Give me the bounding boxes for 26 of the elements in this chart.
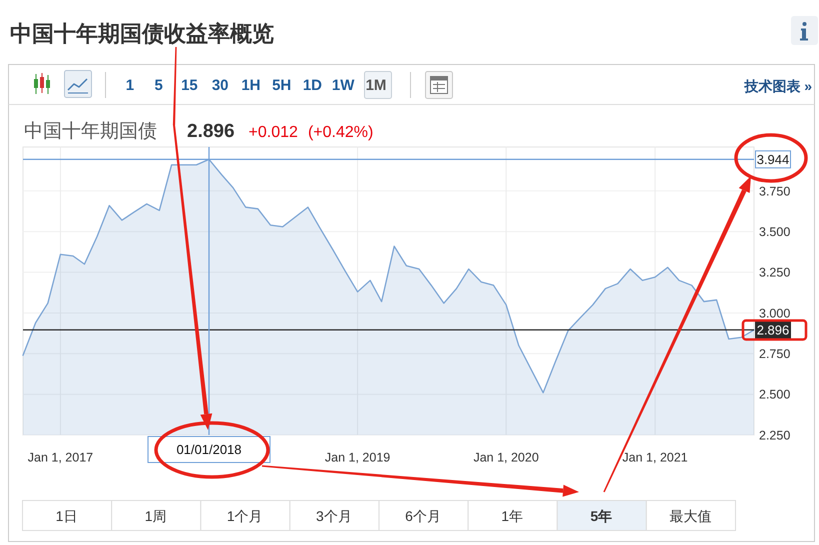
y-tick-label: 2.750: [759, 347, 790, 362]
x-tick-label: Jan 1, 2020: [473, 450, 539, 464]
x-tick-label: Jan 1, 2019: [324, 450, 390, 464]
y-tick-label: 2.500: [759, 388, 790, 402]
ref-line-label: 2.896: [756, 322, 790, 338]
ref-line-label: 3.944: [756, 152, 790, 167]
text: 1 5 15 30 1H 5H 1D 1W 1M: [126, 77, 386, 94]
text: 6个月: [405, 508, 441, 524]
x-tick-label: Jan 1, 2017: [28, 450, 94, 464]
chart-title: 中国十年期国债收益率概览: [10, 21, 274, 46]
y-tick-label: 3.250: [759, 266, 790, 280]
y-tick-label: 3.500: [759, 224, 790, 239]
text: 技术图表 »: [743, 78, 812, 94]
y-tick-label: 2.250: [759, 428, 790, 442]
ref-line-label: 01/01/2018: [176, 442, 242, 458]
text: 中国十年期国债 2.896 +0.012 (+0.42%): [24, 121, 374, 142]
text: 1年: [501, 508, 524, 524]
text: 最大值: [669, 508, 712, 524]
text: 1个月: [226, 508, 263, 524]
text: 1日: [56, 508, 78, 524]
x-tick-label: Jan 1, 2021: [622, 450, 688, 464]
y-tick-label: 3.750: [759, 184, 790, 198]
y-tick-label: 3.000: [759, 306, 790, 320]
text: 5年: [590, 508, 612, 524]
text: 1周: [144, 508, 167, 524]
text: 3个月: [316, 508, 352, 524]
